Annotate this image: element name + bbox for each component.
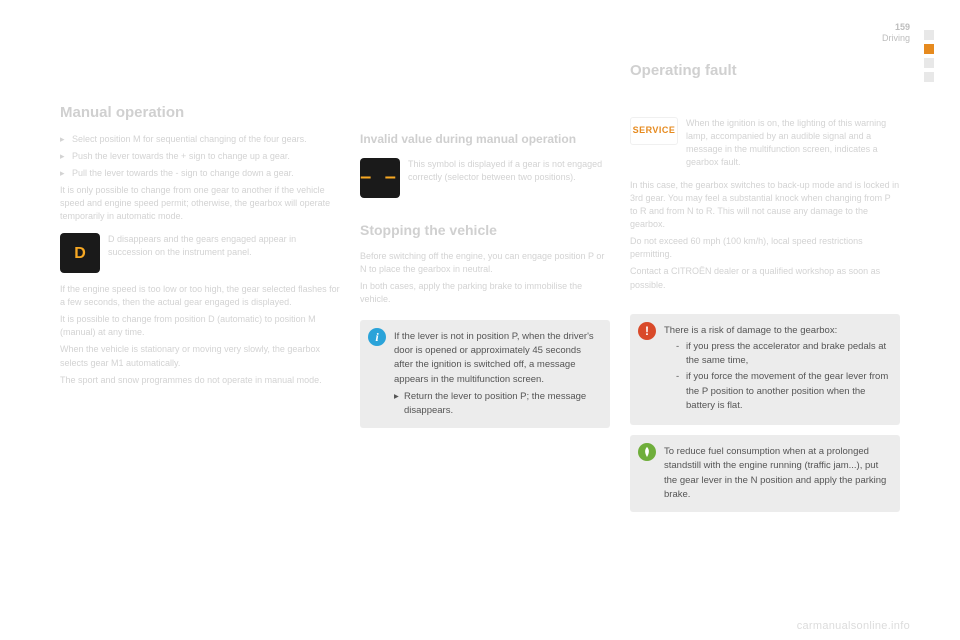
section-label: Driving (882, 33, 910, 44)
eco-text: To reduce fuel consumption when at a pro… (640, 445, 890, 502)
warning-intro: There is a risk of damage to the gearbox… (664, 324, 890, 338)
service-text: When the ignition is on, the lighting of… (686, 117, 900, 169)
paragraph: When the vehicle is stationary or moving… (60, 343, 340, 369)
info-icon: i (368, 328, 386, 346)
service-icon: SERVICE (630, 117, 678, 145)
content-columns: Manual operation Select position M for s… (60, 62, 910, 522)
info-line: If the lever is not in position P, when … (394, 330, 600, 387)
paragraph: Do not exceed 60 mph (100 km/h), local s… (630, 235, 900, 261)
warning-item: if you force the movement of the gear le… (676, 370, 890, 413)
invalid-value-title: Invalid value during manual operation (360, 132, 610, 148)
footer-watermark: carmanualsonline.info (797, 620, 910, 632)
manual-operation-title: Manual operation (60, 104, 340, 121)
gear-d-icon: D (60, 233, 100, 273)
stopping-vehicle-title: Stopping the vehicle (360, 222, 610, 238)
eco-icon (638, 443, 656, 461)
stopping-vehicle-body: Before switching off the engine, you can… (360, 250, 610, 306)
side-marker (924, 30, 934, 40)
invalid-value-block: – – This symbol is displayed if a gear i… (360, 158, 610, 198)
paragraph: If the engine speed is too low or too hi… (60, 283, 340, 309)
gear-d-text: D disappears and the gears engaged appea… (108, 233, 340, 273)
side-marker (924, 58, 934, 68)
gear-d-block: D D disappears and the gears engaged app… (60, 233, 340, 273)
service-block: SERVICE When the ignition is on, the lig… (630, 117, 900, 169)
warning-content: There is a risk of damage to the gearbox… (640, 324, 890, 414)
paragraph: In both cases, apply the parking brake t… (360, 280, 610, 306)
paragraph: Contact a CITROËN dealer or a qualified … (630, 265, 900, 291)
page-header: 159 Driving (882, 22, 910, 44)
warning-list: if you press the accelerator and brake p… (664, 340, 890, 413)
paragraph: It is only possible to change from one g… (60, 184, 340, 223)
side-tab-markers (924, 30, 934, 86)
column-operating-fault: Operating fault SERVICE When the ignitio… (630, 62, 900, 522)
side-marker-active (924, 44, 934, 54)
side-marker (924, 72, 934, 82)
invalid-value-text: This symbol is displayed if a gear is no… (408, 158, 610, 198)
manual-operation-body: Select position M for sequential changin… (60, 133, 340, 387)
info-box-lever: i If the lever is not in position P, whe… (360, 320, 610, 429)
column-manual-operation: Manual operation Select position M for s… (60, 62, 340, 522)
bullet-item: Select position M for sequential changin… (60, 133, 340, 146)
bullet-item: Pull the lever towards the - sign to cha… (60, 167, 340, 180)
info-box-content: If the lever is not in position P, when … (370, 330, 600, 419)
warning-icon: ! (638, 322, 656, 340)
info-bullet: ▸ Return the lever to position P; the me… (394, 390, 600, 419)
operating-fault-title: Operating fault (630, 62, 900, 79)
paragraph: It is possible to change from position D… (60, 313, 340, 339)
bullet-item: Push the lever towards the + sign to cha… (60, 150, 340, 163)
page-number: 159 (882, 22, 910, 33)
paragraph: In this case, the gearbox switches to ba… (630, 179, 900, 231)
paragraph: The sport and snow programmes do not ope… (60, 374, 340, 387)
warning-item: if you press the accelerator and brake p… (676, 340, 890, 369)
column-middle: Invalid value during manual operation – … (360, 62, 610, 522)
operating-fault-body: In this case, the gearbox switches to ba… (630, 179, 900, 291)
warning-box: ! There is a risk of damage to the gearb… (630, 314, 900, 426)
invalid-value-icon: – – (360, 158, 400, 198)
manual-page: 159 Driving Manual operation Select posi… (0, 0, 960, 640)
paragraph: Before switching off the engine, you can… (360, 250, 610, 276)
eco-box: To reduce fuel consumption when at a pro… (630, 435, 900, 512)
